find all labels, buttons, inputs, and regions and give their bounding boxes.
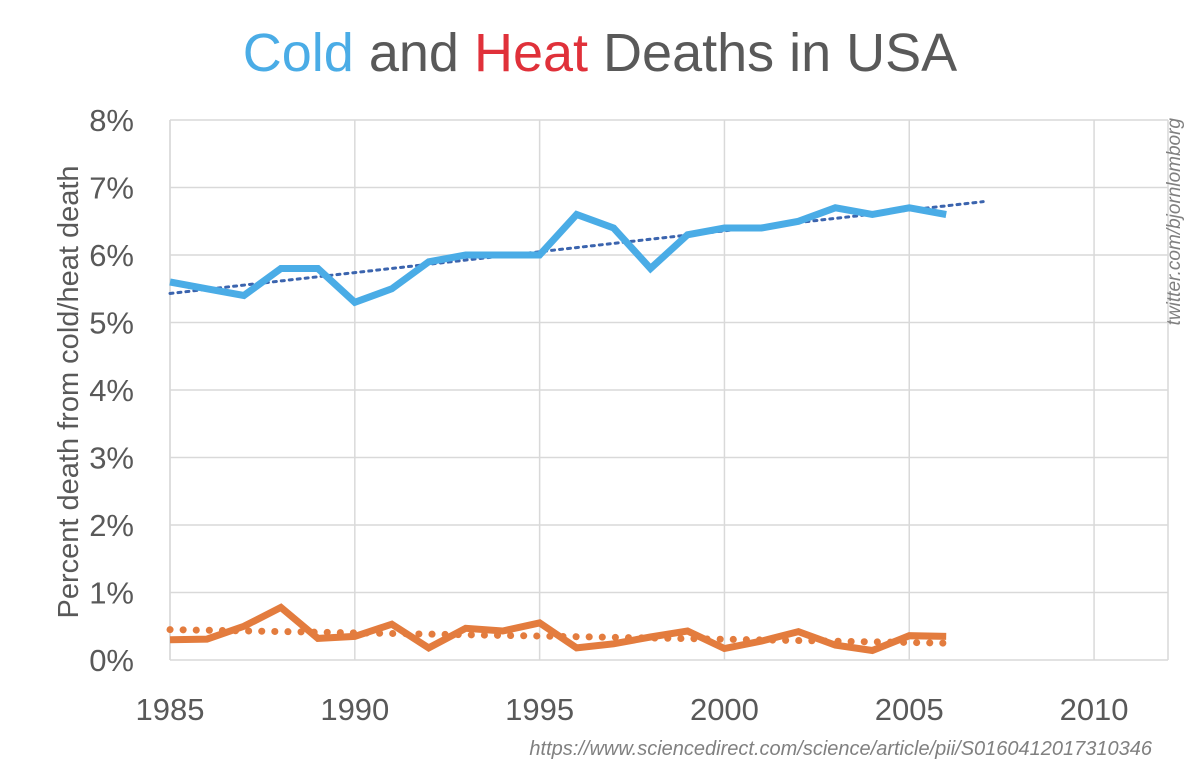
x-tick-label: 2005 xyxy=(875,692,944,727)
x-tick-label: 2010 xyxy=(1060,692,1129,727)
title-heat: Heat xyxy=(473,23,589,83)
y-axis-label: Percent death from cold/heat death xyxy=(53,165,85,618)
trendlines xyxy=(166,200,985,647)
y-tick-label: 4% xyxy=(89,373,134,408)
y-tick-label: 0% xyxy=(89,643,134,678)
y-tick-label: 7% xyxy=(89,171,134,206)
x-tick-label: 2000 xyxy=(690,692,759,727)
source-url: https://www.sciencedirect.com/science/ar… xyxy=(529,738,1152,760)
y-tick-label: 3% xyxy=(89,441,134,476)
x-axis-ticks: 1985 1990 1995 2000 2005 2010 xyxy=(136,692,1129,727)
y-tick-label: 6% xyxy=(89,238,134,273)
title-rest: Deaths in USA xyxy=(588,23,958,83)
y-axis-ticks: 0% 1% 2% 3% 4% 5% 6% 7% 8% xyxy=(89,103,134,678)
heat-trend-line xyxy=(166,626,950,647)
cold-deaths-line xyxy=(169,204,947,307)
title-cold: Cold xyxy=(242,23,354,83)
x-tick-label: 1995 xyxy=(505,692,574,727)
y-tick-label: 2% xyxy=(89,508,134,543)
x-tick-label: 1990 xyxy=(320,692,389,727)
chart-title: Cold and Heat Deaths in USA xyxy=(0,22,1200,84)
cold-trend-line xyxy=(168,200,985,295)
gridlines xyxy=(169,119,1169,661)
title-and: and xyxy=(353,23,474,83)
data-series xyxy=(169,204,947,655)
heat-deaths-line xyxy=(169,603,947,655)
x-tick-label: 1985 xyxy=(136,692,205,727)
y-tick-label: 1% xyxy=(89,576,134,611)
y-tick-label: 8% xyxy=(89,103,134,138)
credit-watermark: twitter.com/bjornlomborg xyxy=(1164,118,1185,326)
y-tick-label: 5% xyxy=(89,306,134,341)
